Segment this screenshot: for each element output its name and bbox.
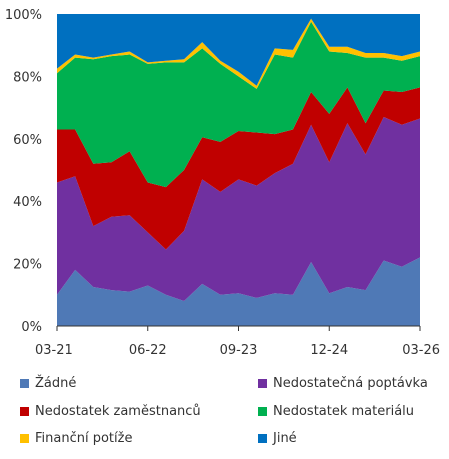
y-axis-ticks: 0% 20% 40% 60% 80% 100% (5, 8, 42, 335)
area-series-1 (57, 116, 420, 302)
y-tick-label: 60% (13, 133, 42, 148)
x-tick-label: 12-24 (310, 343, 348, 358)
legend-item: Nedostatek materiálu (258, 404, 414, 419)
legend-swatch (20, 379, 29, 388)
area-series-2 (57, 87, 420, 250)
legend-label: Nedostatek zaměstnanců (35, 404, 201, 419)
x-tick-label: 06-22 (129, 343, 167, 358)
legend-item: Žádné (20, 376, 76, 391)
legend-swatch (20, 434, 29, 443)
legend-item: Nedostatečná poptávka (258, 376, 428, 391)
legend-swatch (20, 407, 29, 416)
legend-item: Finanční potíže (20, 431, 132, 446)
legend-label: Nedostatečná poptávka (273, 376, 428, 391)
legend-label: Žádné (35, 376, 77, 391)
stacked-area-chart: 0%20%40%60%80%100% 03-21 06-22 09-23 12-24 0… (5, 8, 440, 358)
y-tick-label: 100% (5, 8, 42, 23)
area-series-5 (57, 14, 420, 86)
legend-label: Finanční potíže (35, 431, 133, 446)
area-series-4 (57, 18, 420, 89)
x-tick-label: 03-26 (402, 343, 440, 358)
y-tick-label: 20% (13, 258, 42, 273)
legend-swatch (258, 407, 267, 416)
legend-label: Jiné (273, 431, 297, 446)
legend-item: Nedostatek zaměstnanců (20, 404, 201, 419)
legend-item: Jiné (258, 431, 297, 446)
area-layer (57, 14, 420, 326)
legend-swatch (258, 379, 267, 388)
x-tick-label: 03-21 (35, 343, 73, 358)
area-series-3 (57, 21, 420, 188)
area-series-0 (57, 257, 420, 326)
y-tick-label: 0% (21, 320, 42, 335)
x-axis-ticks: 03-21 06-22 09-23 12-24 03-26 (35, 326, 440, 358)
y-tick-label: 80% (13, 70, 42, 85)
legend-label: Nedostatek materiálu (273, 404, 415, 419)
x-tick-label: 09-23 (220, 343, 258, 358)
y-tick-label: 40% (13, 195, 42, 210)
legend-swatch (258, 434, 267, 443)
